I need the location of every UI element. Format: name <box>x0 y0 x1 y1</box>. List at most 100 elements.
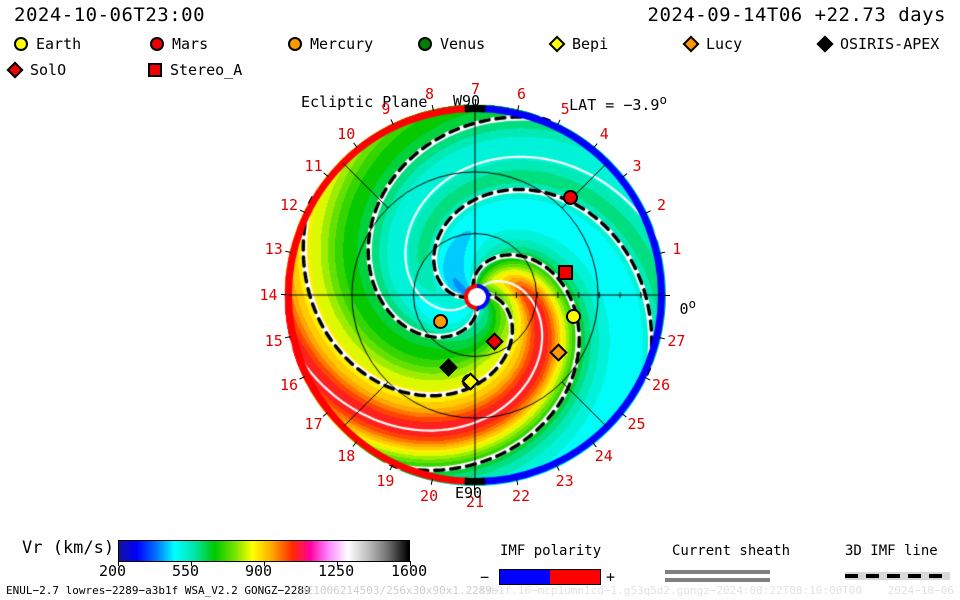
current-sheath-title: Current sheath <box>672 543 791 559</box>
imf-line-dash <box>866 574 879 578</box>
footer-model-info: ENUL−2.7 lowres−2289−a3b1f WSA_V2.2 GONG… <box>6 584 311 597</box>
hour-label-4: 4 <box>599 124 609 143</box>
hour-label-17: 17 <box>304 414 323 433</box>
imf-polarity-swatch <box>499 569 601 585</box>
footer-overlay-right: a3b1f.16−mcp1umn1cd−1.g53q5d2.gongz−2024… <box>478 584 863 597</box>
hour-tick <box>658 336 665 340</box>
imf-line-title: 3D IMF line <box>845 543 938 559</box>
hour-label-3: 3 <box>632 157 642 176</box>
hour-label-6: 6 <box>516 84 526 103</box>
legend-item-label: OSIRIS-APEX <box>840 35 940 53</box>
imf-positive-swatch <box>550 570 600 584</box>
hour-label-22: 22 <box>511 487 530 506</box>
imf-negative-swatch <box>500 570 550 584</box>
body-marker-mercury <box>432 313 448 329</box>
hour-tick <box>280 294 287 295</box>
hour-tick <box>299 209 306 214</box>
hour-tick <box>621 412 628 418</box>
imf-line-dash <box>908 574 921 578</box>
hour-tick <box>285 335 292 339</box>
hour-label-20: 20 <box>420 487 439 506</box>
legend-item-label: Lucy <box>706 35 743 53</box>
velocity-colorbar <box>118 540 410 562</box>
hour-tick <box>644 376 651 381</box>
hour-label-15: 15 <box>264 331 283 350</box>
imf-line-dash <box>887 574 900 578</box>
hour-label-9: 9 <box>381 99 391 118</box>
sun-polarity-ring <box>462 282 492 312</box>
degree-symbol: o <box>659 92 667 107</box>
body-legend: Earth Mars Mercury Venus Bepi Lucy OSIRIS-APEX… <box>0 35 960 88</box>
circle-icon <box>418 37 432 51</box>
footer-overlay-mid: UE1006214503/256x30x90x1.2289− <box>300 584 499 597</box>
hour-tick <box>285 250 292 254</box>
hour-tick <box>390 119 395 126</box>
imf-line-dash <box>929 574 942 578</box>
colorbar-tick-label: 900 <box>245 562 273 580</box>
hour-label-12: 12 <box>279 196 298 215</box>
hour-label-10: 10 <box>337 124 356 143</box>
colorbar-tick-label: 1600 <box>391 562 428 580</box>
body-marker-mars <box>562 189 578 205</box>
legend-item-label: Bepi <box>572 35 609 53</box>
circle-icon <box>14 37 28 51</box>
hour-label-23: 23 <box>555 472 574 491</box>
imf-polarity-title: IMF polarity <box>500 543 602 559</box>
circle-icon <box>150 37 164 51</box>
colorbar-tick-label: 200 <box>99 562 127 580</box>
legend-item-label: Stereo_A <box>170 61 243 79</box>
hour-tick <box>515 478 519 485</box>
hour-tick <box>475 100 476 107</box>
hour-label-16: 16 <box>279 375 298 394</box>
hour-tick <box>322 411 328 417</box>
hour-label-2: 2 <box>657 196 667 215</box>
hour-label-21: 21 <box>466 492 485 511</box>
current-sheath-swatch-bottom <box>665 578 770 582</box>
hour-label-1: 1 <box>672 240 682 259</box>
colorbar-tick <box>264 561 265 566</box>
hour-tick <box>353 142 359 148</box>
imf-minus-sign: − <box>480 568 490 586</box>
hour-tick <box>658 251 665 255</box>
imf-line-dash <box>845 574 858 578</box>
hour-tick <box>389 464 394 471</box>
hour-tick <box>431 105 435 112</box>
simulation-date-right: 2024-09-14T06 +22.73 days <box>647 4 946 26</box>
meridian-label-e90: E90 <box>455 484 483 502</box>
hour-tick <box>556 119 561 126</box>
square-icon <box>148 63 162 77</box>
diamond-icon <box>548 35 566 53</box>
ecliptic-plane-plot: Ecliptic Plane W90 LAT = −3.9o 0o1234567… <box>260 80 697 511</box>
current-sheath-swatch-top <box>665 570 770 574</box>
hour-label-18: 18 <box>337 447 356 466</box>
hour-label-13: 13 <box>264 240 283 259</box>
hour-label-8: 8 <box>425 84 435 103</box>
hour-tick-labels: 0o 1 2 3 4 5 6 7 8 9 10 11 12 13 14 15 16 17 18 19 20 21 22 23 2… <box>260 80 697 511</box>
hour-tick <box>663 295 670 296</box>
degree-symbol: o <box>688 296 697 311</box>
legend-item-label: Venus <box>440 35 486 53</box>
colorbar-tick <box>337 561 338 566</box>
imf-line-swatch <box>845 572 950 580</box>
hour-label-25: 25 <box>627 414 646 433</box>
hour-tick <box>322 172 329 178</box>
hour-tick <box>592 142 598 149</box>
colorbar-tick-label: 550 <box>172 562 200 580</box>
simulation-date-left: 2024-10-06T23:00 <box>14 4 206 26</box>
legend-item-label: Mars <box>172 35 209 53</box>
legend-item-label: Earth <box>36 35 82 53</box>
body-marker-stereo-a <box>557 264 573 280</box>
diamond-icon <box>6 61 24 79</box>
colorbar-tick-label: 1250 <box>318 562 355 580</box>
hour-label-24: 24 <box>594 447 613 466</box>
hour-label-14: 14 <box>259 286 278 304</box>
hour-label-26: 26 <box>652 375 671 394</box>
footer-overlay-date: 2024−10−06 <box>887 584 954 597</box>
hour-tick <box>622 173 628 179</box>
colorbar-tick <box>118 561 119 566</box>
circle-icon <box>288 37 302 51</box>
diamond-icon <box>816 35 834 53</box>
hour-tick <box>430 478 434 485</box>
zero-label: 0 <box>679 300 689 318</box>
sun-marker <box>462 282 492 312</box>
